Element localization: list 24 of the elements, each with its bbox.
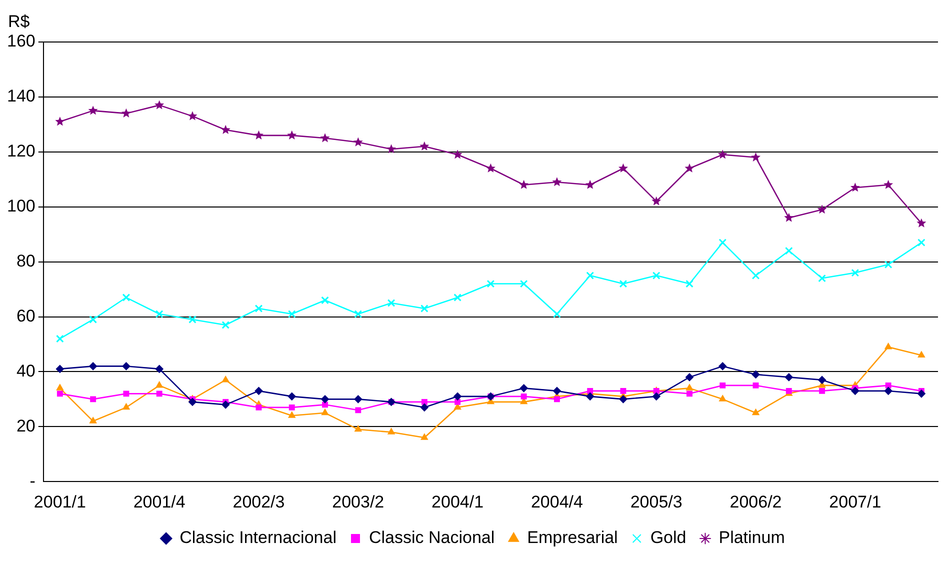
- x-tick-label: 2004/1: [432, 492, 484, 512]
- x-tick-label: 2007/1: [829, 492, 882, 512]
- x-tick-label: 2002/3: [232, 492, 285, 512]
- x-tick-label: 2001/1: [34, 492, 86, 512]
- y-axis-title: R$: [8, 12, 30, 32]
- x-tick-label: 2003/2: [332, 492, 384, 512]
- legend-label: Classic Internacional: [180, 528, 336, 548]
- y-tick-label: 60: [16, 306, 36, 326]
- x-tick-label: 2001/4: [133, 492, 186, 512]
- x-tick-label: 2005/3: [630, 492, 682, 512]
- y-tick-label: 20: [16, 416, 36, 436]
- legend-label: Platinum: [718, 528, 785, 548]
- legend-label: Gold: [650, 528, 686, 548]
- y-tick-label: 120: [6, 142, 36, 161]
- y-tick-label: 80: [16, 251, 36, 270]
- x-tick-label: 2004/4: [530, 492, 583, 512]
- y-tick-label: -: [30, 471, 36, 490]
- legend-label: Empresarial: [527, 528, 618, 548]
- legend-label: Classic Nacional: [368, 528, 495, 548]
- y-tick-label: 40: [16, 361, 36, 380]
- y-tick-label: 140: [6, 86, 36, 106]
- y-tick-label: 100: [6, 196, 36, 216]
- x-tick-label: 2006/2: [730, 492, 782, 512]
- y-tick-label: 160: [6, 32, 36, 51]
